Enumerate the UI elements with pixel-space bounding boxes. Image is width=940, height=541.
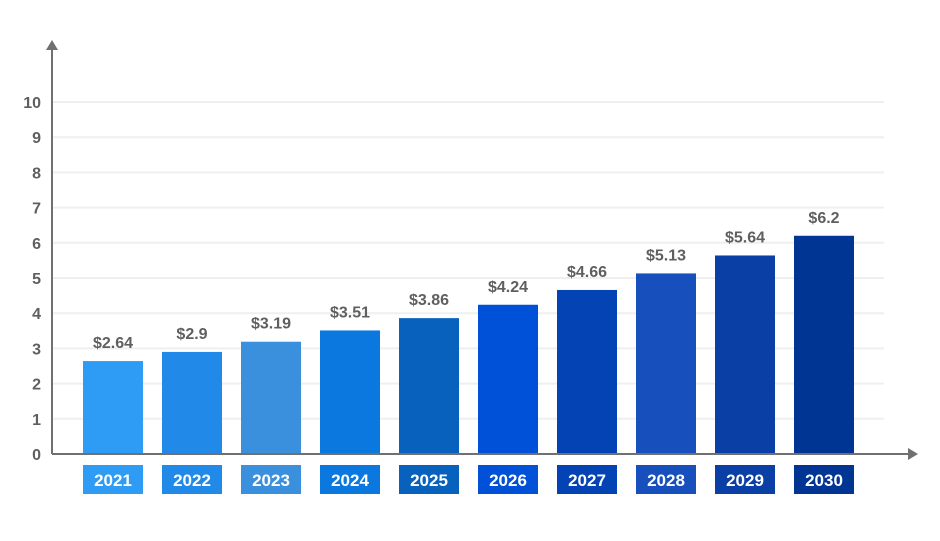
bar-2021 (83, 361, 143, 453)
data-label-2024: $3.51 (330, 304, 370, 321)
y-tick-label-4: 4 (32, 306, 41, 323)
data-label-2022: $2.9 (176, 326, 207, 343)
category-badge-2029 (715, 465, 775, 494)
y-tick-label-1: 1 (32, 412, 41, 429)
bar-2022 (162, 351, 222, 453)
category-badge-2030 (794, 465, 854, 494)
y-tick-label-7: 7 (32, 201, 41, 218)
y-axis-arrow-icon (46, 40, 58, 50)
category-labels: 2021 2022 2023 2024 2025 2026 2027 2028 2029 2030 (83, 465, 854, 494)
y-tick-label-8: 8 (32, 165, 41, 182)
bar-2023 (241, 341, 301, 453)
category-badge-2028 (636, 465, 696, 494)
y-tick-label-10: 10 (23, 95, 41, 112)
y-tick-label-9: 9 (32, 130, 41, 147)
bar-2024 (320, 330, 380, 453)
bars (83, 235, 854, 453)
y-tick-label-0: 0 (32, 447, 41, 464)
y-tick-label-5: 5 (32, 271, 41, 288)
y-tick-label-2: 2 (32, 377, 41, 394)
bar-2025 (399, 318, 459, 453)
category-label-2028: 2028 (647, 471, 685, 490)
bar-2030 (794, 235, 854, 453)
category-badge-2022 (162, 465, 222, 494)
category-label-2026: 2026 (489, 471, 527, 490)
category-badge-2021 (83, 465, 143, 494)
data-label-2021: $2.64 (93, 335, 133, 352)
data-label-2025: $3.86 (409, 292, 449, 309)
data-label-2030: $6.2 (808, 210, 839, 227)
category-badge-2025 (399, 465, 459, 494)
category-label-2029: 2029 (726, 471, 764, 490)
category-label-2027: 2027 (568, 471, 606, 490)
bar-2026 (478, 304, 538, 453)
data-label-2026: $4.24 (488, 279, 528, 296)
data-label-2028: $5.13 (646, 247, 686, 264)
y-tick-labels: 0 1 2 3 4 5 6 7 8 9 10 (23, 95, 41, 464)
y-tick-label-3: 3 (32, 341, 41, 358)
category-label-2023: 2023 (252, 471, 290, 490)
x-axis-arrow-icon (908, 448, 918, 460)
category-label-2025: 2025 (410, 471, 448, 490)
category-badge-2023 (241, 465, 301, 494)
data-label-2027: $4.66 (567, 264, 607, 281)
category-badge-2026 (478, 465, 538, 494)
category-label-2024: 2024 (331, 471, 369, 490)
data-labels: $2.64 $2.9 $3.19 $3.51 $3.86 $4.24 $4.66 $5.13 $… (93, 210, 840, 352)
category-label-2021: 2021 (94, 471, 132, 490)
category-badge-2024 (320, 465, 380, 494)
bar-2028 (636, 273, 696, 453)
data-label-2023: $3.19 (251, 316, 291, 333)
data-label-2029: $5.64 (725, 229, 765, 246)
bar-2027 (557, 289, 617, 453)
category-badge-2027 (557, 465, 617, 494)
axes (46, 40, 918, 460)
category-label-2030: 2030 (805, 471, 843, 490)
y-tick-label-6: 6 (32, 236, 41, 253)
category-label-2022: 2022 (173, 471, 211, 490)
bar-2029 (715, 255, 775, 453)
